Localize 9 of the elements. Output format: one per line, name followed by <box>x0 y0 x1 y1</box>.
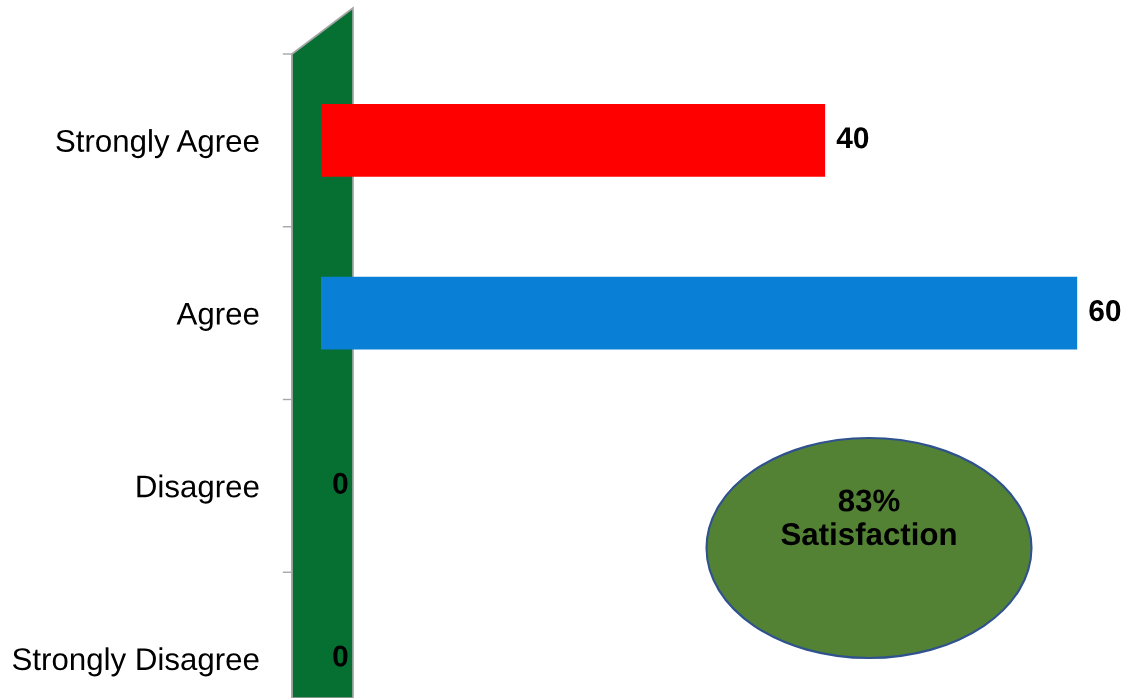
data-label: 0 <box>333 645 348 667</box>
data-label: 60 <box>1089 300 1121 322</box>
data-label: 40 <box>836 127 869 149</box>
y-tick-label: Agree <box>176 302 259 331</box>
y-tick-label: Strongly Disagree <box>12 647 259 677</box>
data-label: 0 <box>333 472 348 494</box>
y-tick-label: Disagree <box>137 474 259 504</box>
y-tick-label: Strongly Agree <box>56 129 259 159</box>
annotation: 83% Satisfaction <box>781 489 956 546</box>
